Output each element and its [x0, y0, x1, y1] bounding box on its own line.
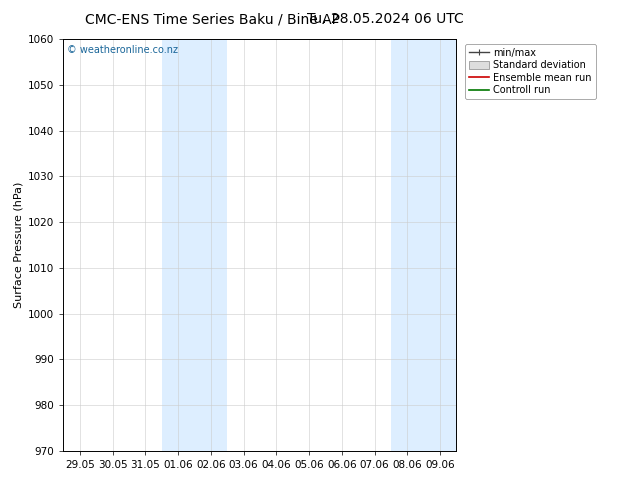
Bar [391, 39, 424, 451]
Bar [195, 39, 227, 451]
Y-axis label: Surface Pressure (hPa): Surface Pressure (hPa) [14, 182, 24, 308]
Text: Tu. 28.05.2024 06 UTC: Tu. 28.05.2024 06 UTC [307, 12, 464, 26]
Bar [424, 39, 456, 451]
Text: CMC-ENS Time Series Baku / Bine AP: CMC-ENS Time Series Baku / Bine AP [85, 12, 340, 26]
Legend: min/max, Standard deviation, Ensemble mean run, Controll run: min/max, Standard deviation, Ensemble me… [465, 44, 596, 99]
Text: © weatheronline.co.nz: © weatheronline.co.nz [67, 46, 178, 55]
Bar [162, 39, 195, 451]
